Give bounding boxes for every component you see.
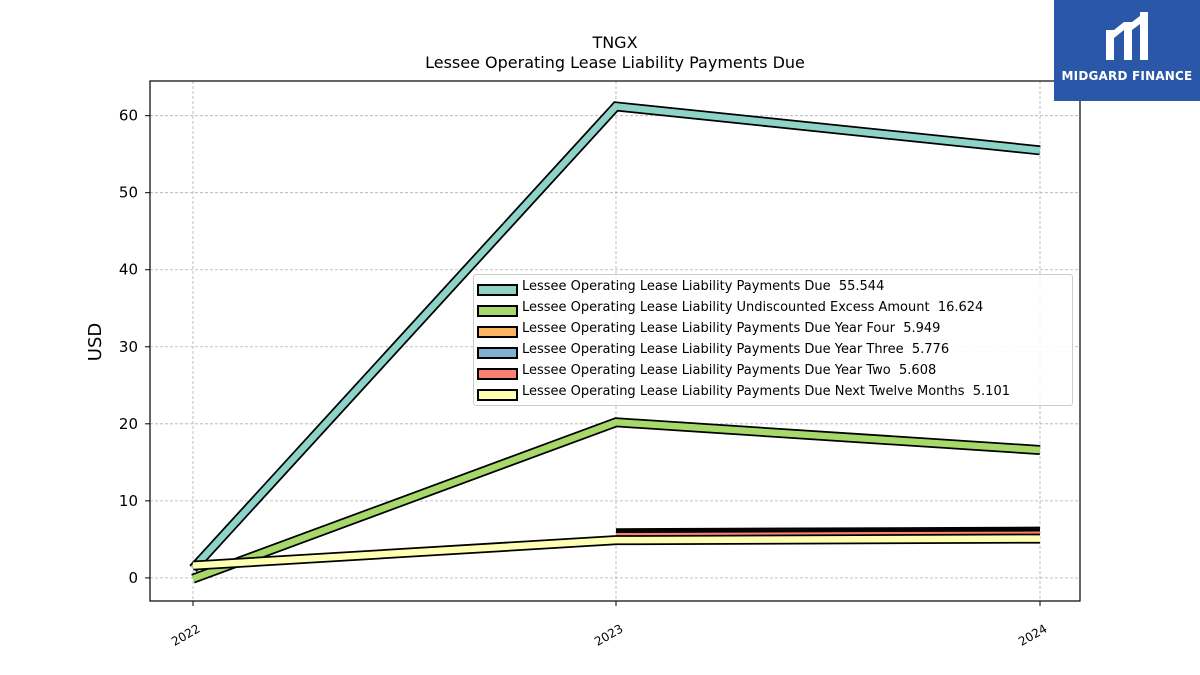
legend-label: Lessee Operating Lease Liability Payment… <box>522 279 885 294</box>
y-axis-label: USD <box>85 323 106 361</box>
series-stroke <box>192 535 1041 569</box>
series-0-line <box>189 101 1041 573</box>
legend-item: Lessee Operating Lease Liability Undisco… <box>474 299 1072 320</box>
legend-item: Lessee Operating Lease Liability Payment… <box>474 341 1072 362</box>
legend-swatch <box>477 389 518 401</box>
series-lines <box>189 101 1041 584</box>
legend-item: Lessee Operating Lease Liability Payment… <box>474 383 1072 404</box>
x-tick-label: 2022 <box>169 621 202 648</box>
x-tick-label: 2024 <box>1016 621 1049 648</box>
chart-subtitle: Lessee Operating Lease Liability Payment… <box>425 53 805 72</box>
plot-frame <box>149 80 1081 602</box>
axes: 0 10 20 30 40 50 60 2022 2023 2024 <box>119 80 1081 649</box>
legend-label: Lessee Operating Lease Liability Payment… <box>522 321 941 336</box>
series-1-line <box>191 417 1041 584</box>
series-5-line <box>192 533 1041 571</box>
series-stroke <box>191 418 1041 582</box>
legend-swatch <box>477 368 518 380</box>
logo-text: MIDGARD FINANCE <box>1061 69 1193 83</box>
y-tick-label: 50 <box>119 184 138 202</box>
chart-title: TNGX <box>591 33 637 52</box>
legend-swatch <box>477 347 518 359</box>
y-tick-label: 20 <box>119 415 138 433</box>
chart-legend: Lessee Operating Lease Liability Payment… <box>473 274 1073 406</box>
legend-swatch <box>477 305 518 317</box>
legend-label: Lessee Operating Lease Liability Payment… <box>522 363 937 378</box>
y-tick-label: 40 <box>119 261 138 279</box>
legend-item: Lessee Operating Lease Liability Payment… <box>474 278 1072 299</box>
y-tick-label: 30 <box>119 338 138 356</box>
legend-label: Lessee Operating Lease Liability Undisco… <box>522 300 984 315</box>
x-tick-label: 2023 <box>592 621 625 648</box>
y-tick-label: 60 <box>119 107 138 125</box>
legend-swatch <box>477 284 518 296</box>
legend-label: Lessee Operating Lease Liability Payment… <box>522 384 1010 399</box>
legend-label: Lessee Operating Lease Liability Payment… <box>522 342 950 357</box>
y-tick-label: 10 <box>119 492 138 510</box>
midgard-logo-mark-icon <box>1106 12 1148 60</box>
legend-item: Lessee Operating Lease Liability Payment… <box>474 362 1072 383</box>
midgard-finance-logo: MIDGARD FINANCE <box>1054 0 1200 101</box>
legend-swatch <box>477 326 518 338</box>
legend-item: Lessee Operating Lease Liability Payment… <box>474 320 1072 341</box>
series-stroke <box>190 103 1041 571</box>
y-tick-label: 0 <box>128 569 138 587</box>
